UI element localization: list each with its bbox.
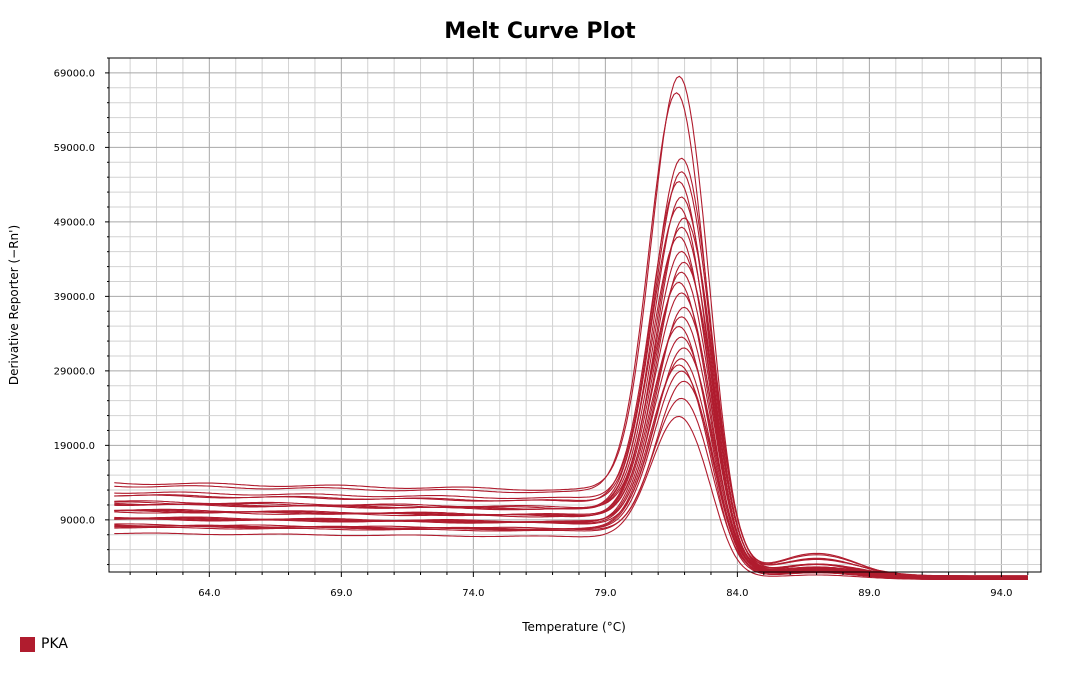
y-axis-ticks: 9000.0 19000.0 29000.0 39000.0 49000.0 59000.… — [54, 57, 109, 566]
plot-area-border — [108, 57, 1042, 573]
y-tick-label: 19000.0 — [54, 441, 95, 452]
melt-curve-line-10 — [114, 236, 1028, 577]
y-tick-label: 59000.0 — [54, 143, 95, 154]
y-tick-label: 29000.0 — [54, 366, 95, 377]
y-tick-label: 39000.0 — [54, 292, 95, 303]
x-tick-label: 79.0 — [594, 588, 616, 599]
x-tick-label: 94.0 — [990, 588, 1012, 599]
x-tick-label: 89.0 — [858, 588, 880, 599]
x-axis-label: Temperature (°C) — [521, 620, 626, 634]
melt-curve-line-9 — [114, 226, 1028, 578]
legend-label: PKA — [41, 636, 68, 652]
melt-curve-line-19 — [114, 336, 1028, 578]
curve-series-group — [114, 75, 1028, 580]
melt-curve-line-15 — [114, 292, 1028, 577]
x-tick-label: 64.0 — [198, 588, 220, 599]
melt-curve-line-16 — [114, 306, 1028, 580]
legend-swatch — [20, 636, 35, 652]
melt-curve-line-13 — [114, 271, 1028, 579]
melt-curve-line-18 — [114, 325, 1028, 579]
y-axis-label: Derivative Reporter (−Rn') — [7, 225, 21, 385]
melt-curve-line-22 — [114, 364, 1028, 580]
x-tick-label: 84.0 — [726, 588, 748, 599]
melt-curve-line-24 — [114, 380, 1028, 578]
melt-curve-line-23 — [114, 370, 1028, 579]
legend: PKA — [20, 636, 68, 652]
chart-title: Melt Curve Plot — [444, 19, 636, 44]
melt-curve-line-5 — [114, 180, 1028, 577]
x-tick-label: 74.0 — [462, 588, 484, 599]
melt-curve-line-26 — [114, 415, 1028, 580]
x-axis-ticks: 64.0 69.0 74.0 79.0 84.0 89.0 94.0 — [129, 572, 1029, 599]
x-tick-label: 69.0 — [330, 588, 352, 599]
melt-curve-line-21 — [114, 358, 1028, 580]
y-tick-label: 69000.0 — [54, 68, 95, 79]
melt-curve-line-20 — [114, 347, 1028, 577]
melt-curve-line-25 — [114, 397, 1028, 577]
y-tick-label: 49000.0 — [54, 217, 95, 228]
y-tick-label: 9000.0 — [60, 515, 95, 526]
